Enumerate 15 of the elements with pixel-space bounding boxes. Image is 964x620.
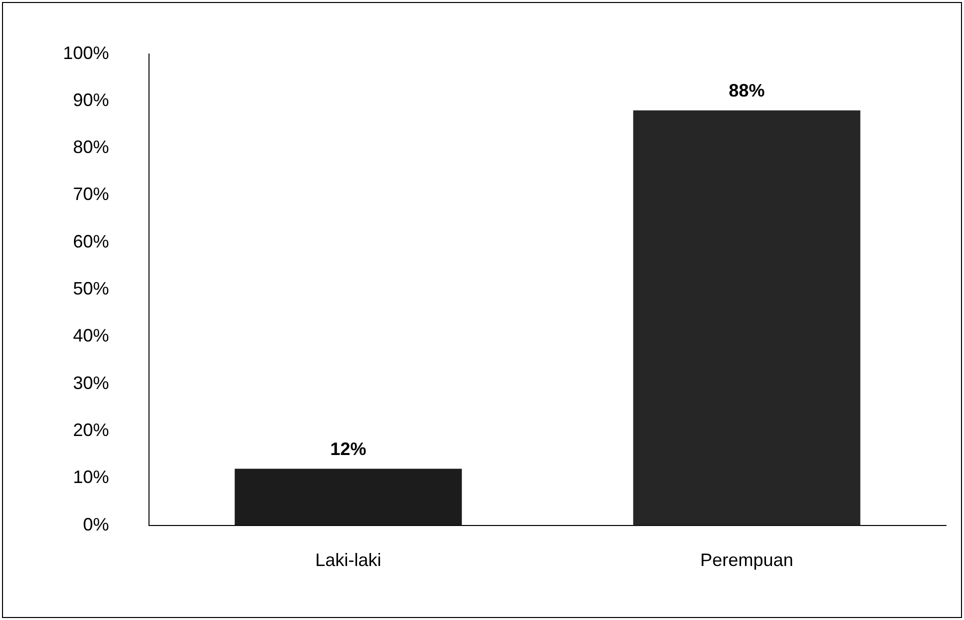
data-label: 12% <box>330 438 366 459</box>
y-tick-label: 10% <box>73 467 110 488</box>
x-tick-label: Perempuan <box>700 550 794 570</box>
y-tick-label: 0% <box>83 514 110 534</box>
y-tick-label: 40% <box>73 326 110 346</box>
y-tick-label: 60% <box>73 231 110 252</box>
data-label: 88% <box>728 80 765 100</box>
y-tick-label: 80% <box>73 137 110 158</box>
x-tick-label: Laki-laki <box>315 550 382 570</box>
y-tick-label: 50% <box>73 278 110 299</box>
y-tick-label: 30% <box>73 372 110 393</box>
y-tick-label: 20% <box>73 420 110 440</box>
y-tick-label: 70% <box>73 184 110 204</box>
y-tick-label: 100% <box>62 42 110 63</box>
y-tick-label: 90% <box>73 90 110 110</box>
